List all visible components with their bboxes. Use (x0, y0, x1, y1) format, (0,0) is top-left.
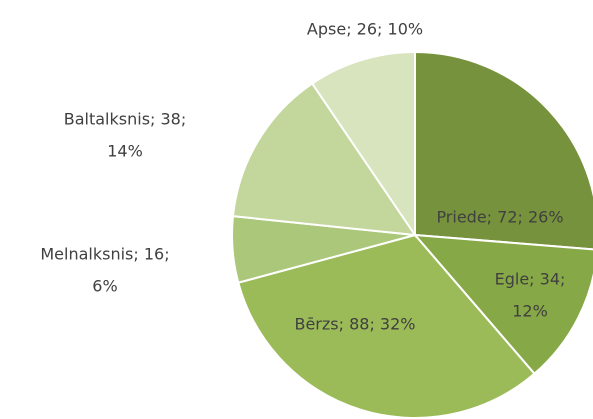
data-label: Priede; 72; 26% (436, 208, 563, 227)
pie-slice: Priede (414, 50, 593, 251)
pie-slice: Bērzs (237, 233, 536, 419)
pie-slice: Egle (412, 233, 593, 376)
data-label: 12% (512, 302, 548, 321)
pie-slice: Baltalksnis (231, 82, 418, 237)
data-label: 6% (92, 277, 117, 296)
pie-slice: Apse (310, 50, 416, 239)
data-label: Melnalksnis; 16; (40, 245, 169, 264)
data-label: Apse; 26; 10% (307, 20, 423, 39)
data-label: Baltalksnis; 38; (64, 110, 187, 129)
data-label: Bērzs; 88; 32% (294, 315, 415, 334)
data-label: 14% (107, 142, 143, 161)
data-label: Egle; 34; (495, 270, 566, 289)
